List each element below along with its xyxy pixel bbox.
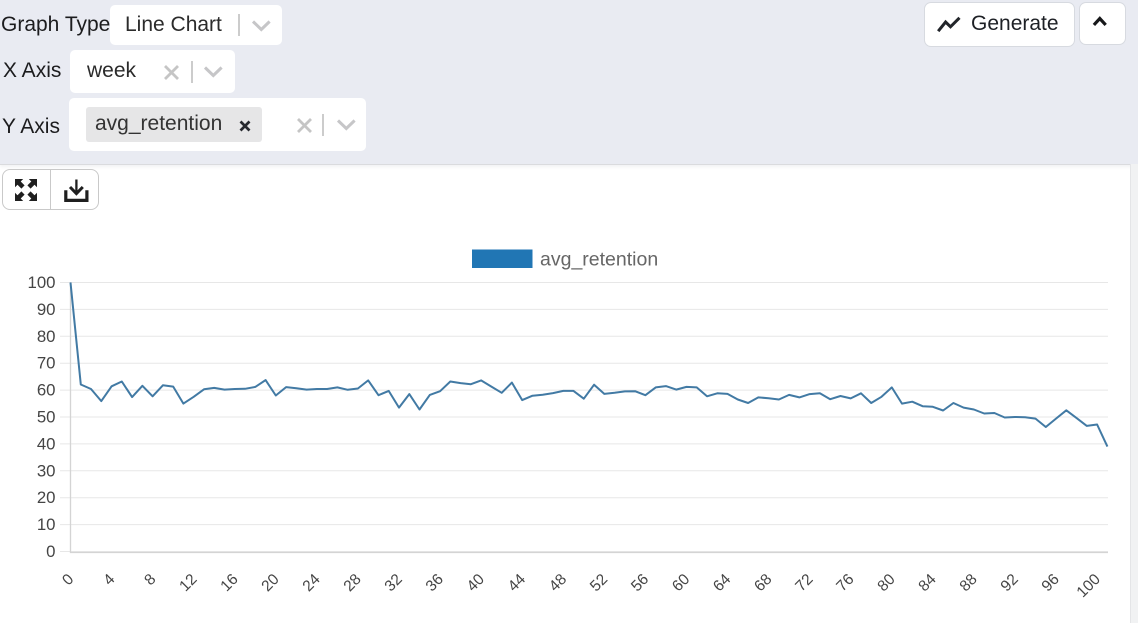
svg-text:20: 20 bbox=[37, 488, 56, 507]
svg-text:60: 60 bbox=[37, 381, 56, 400]
svg-text:4: 4 bbox=[100, 571, 118, 589]
svg-text:8: 8 bbox=[141, 571, 159, 589]
svg-text:92: 92 bbox=[998, 571, 1022, 595]
svg-text:24: 24 bbox=[300, 571, 324, 595]
svg-text:avg_retention: avg_retention bbox=[540, 249, 658, 271]
svg-text:100: 100 bbox=[28, 273, 56, 292]
svg-text:16: 16 bbox=[217, 571, 241, 595]
svg-text:80: 80 bbox=[874, 571, 898, 595]
svg-text:70: 70 bbox=[37, 354, 56, 373]
svg-text:12: 12 bbox=[176, 571, 200, 595]
svg-text:0: 0 bbox=[59, 571, 77, 589]
svg-text:30: 30 bbox=[37, 461, 56, 480]
svg-text:52: 52 bbox=[587, 571, 611, 595]
svg-text:20: 20 bbox=[258, 571, 282, 595]
svg-text:44: 44 bbox=[505, 571, 529, 595]
svg-text:48: 48 bbox=[546, 571, 570, 595]
svg-text:72: 72 bbox=[792, 571, 816, 595]
svg-text:56: 56 bbox=[628, 571, 652, 595]
svg-text:96: 96 bbox=[1039, 571, 1063, 595]
svg-text:36: 36 bbox=[423, 571, 447, 595]
svg-text:40: 40 bbox=[37, 434, 56, 453]
svg-text:32: 32 bbox=[382, 571, 406, 595]
svg-text:40: 40 bbox=[464, 571, 488, 595]
svg-text:100: 100 bbox=[1074, 571, 1105, 602]
svg-text:68: 68 bbox=[751, 571, 775, 595]
svg-text:10: 10 bbox=[37, 515, 56, 534]
svg-text:28: 28 bbox=[341, 571, 365, 595]
svg-text:50: 50 bbox=[37, 408, 56, 427]
svg-text:80: 80 bbox=[37, 327, 56, 346]
svg-text:84: 84 bbox=[915, 571, 939, 595]
svg-text:90: 90 bbox=[37, 300, 56, 319]
svg-text:76: 76 bbox=[833, 571, 857, 595]
svg-text:88: 88 bbox=[957, 571, 981, 595]
svg-text:64: 64 bbox=[710, 571, 734, 595]
svg-text:0: 0 bbox=[46, 542, 55, 561]
svg-text:60: 60 bbox=[669, 571, 693, 595]
